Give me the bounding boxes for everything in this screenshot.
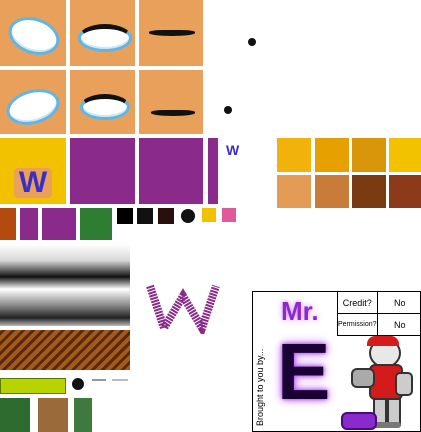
brown-tile-2 (315, 175, 349, 208)
gold-tile-1 (277, 138, 311, 172)
face-eye-open (0, 0, 66, 66)
small-brown-tile (0, 208, 16, 240)
pink-swatch (222, 208, 236, 222)
face-eye-half-2 (70, 70, 135, 134)
purple-cloth-1 (70, 138, 135, 204)
yellow-swatch (202, 208, 216, 222)
circuit-tile-1 (0, 398, 30, 432)
purple-strip (208, 138, 218, 204)
w-lattice-sprite (146, 284, 220, 334)
dark-swatch (158, 208, 174, 224)
gold-tile-4 (389, 138, 421, 172)
gold-tile-2 (315, 138, 349, 172)
eye-pupil-small (248, 38, 256, 46)
credit-sheet: Brought to you by... Mr. E Credit? No Pe… (252, 291, 421, 432)
black-circle-2 (72, 378, 84, 390)
face-eye-open-2 (0, 70, 66, 134)
permission-row: Permission? No (337, 313, 421, 336)
wood-plank (0, 330, 130, 370)
circuit-tile-3 (74, 398, 92, 432)
black-swatch-2 (137, 208, 153, 224)
robot-character (349, 336, 413, 430)
brown-tile-1 (277, 175, 311, 208)
brown-tile-3 (352, 175, 386, 208)
purple-shoe-sprite (341, 412, 377, 430)
permission-value: No (376, 313, 421, 336)
chrome-pipe (0, 244, 130, 326)
mr-e-letter: E (277, 327, 331, 416)
brown-tile-4 (389, 175, 421, 208)
gray-line-2 (112, 379, 128, 381)
green-bar (0, 378, 66, 394)
black-circle (181, 209, 195, 223)
gray-line (92, 379, 106, 381)
small-purple-tile-2 (42, 208, 76, 240)
credit-row: Credit? No (337, 291, 421, 314)
circuit-tile-2 (38, 398, 68, 432)
w-small-sprite: W (226, 142, 240, 158)
small-purple-tile (20, 208, 38, 240)
face-eye-closed (139, 0, 203, 66)
mr-title: Mr. (281, 296, 319, 326)
brought-by-text: Brought to you by... (255, 348, 265, 426)
eye-pupil-small-2 (224, 106, 232, 114)
black-swatch (117, 208, 133, 224)
face-eye-half (70, 0, 135, 66)
small-green-tile (80, 208, 112, 240)
permission-label: Permission? (337, 313, 378, 336)
cap-w-emblem: W (0, 138, 66, 204)
credit-value: No (376, 291, 421, 314)
purple-cloth-2 (139, 138, 203, 204)
face-eye-closed-2 (139, 70, 203, 134)
credit-table: Credit? No Permission? No (337, 291, 421, 336)
w-badge-letter: W (18, 166, 48, 199)
credit-label: Credit? (337, 291, 378, 314)
gold-tile-3 (352, 138, 386, 172)
